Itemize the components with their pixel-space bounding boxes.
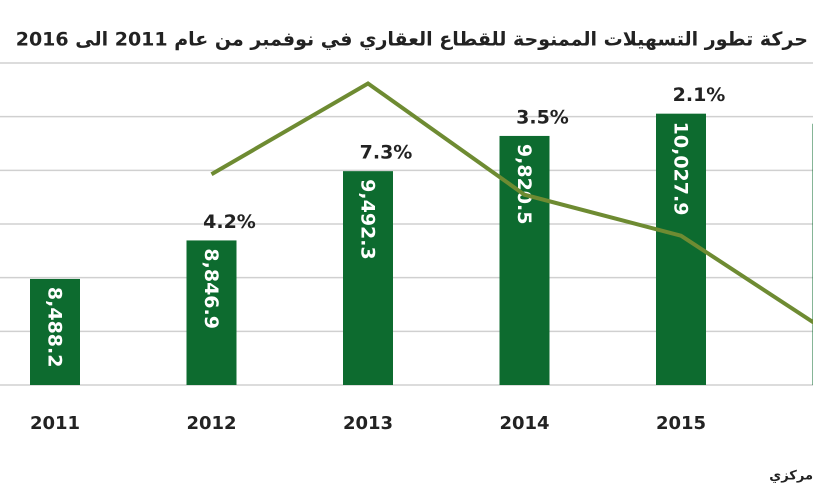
bar-value-label: 9,820.5 <box>513 144 535 225</box>
x-tick-label: 2013 <box>343 413 393 434</box>
bar <box>343 171 393 385</box>
bar <box>30 278 80 385</box>
bar <box>656 113 706 386</box>
bar <box>499 135 550 385</box>
source: مركزي <box>769 469 813 484</box>
bar-value-label: 8,846.9 <box>200 248 222 329</box>
bar <box>186 240 237 385</box>
chart-title: حركة تطور التسهيلات الممنوحة للقطاع العق… <box>16 29 808 52</box>
bar-value-label: 8,488.2 <box>44 287 66 368</box>
line-value-label: 7.3% <box>360 142 413 164</box>
x-tick-label: 2011 <box>30 413 80 434</box>
x-tick-label: 2012 <box>186 413 236 434</box>
bar-value-label: 9,492.3 <box>357 179 379 260</box>
x-tick-label: 2014 <box>499 413 549 434</box>
line-value-label: 3.5% <box>516 106 569 128</box>
line-value-label: 4.2% <box>203 211 256 233</box>
x-tick-label: 2015 <box>656 413 706 434</box>
line <box>210 81 813 325</box>
line-value-label: 2.1% <box>673 84 726 106</box>
bar-value-label: 10,027.9 <box>670 122 692 216</box>
